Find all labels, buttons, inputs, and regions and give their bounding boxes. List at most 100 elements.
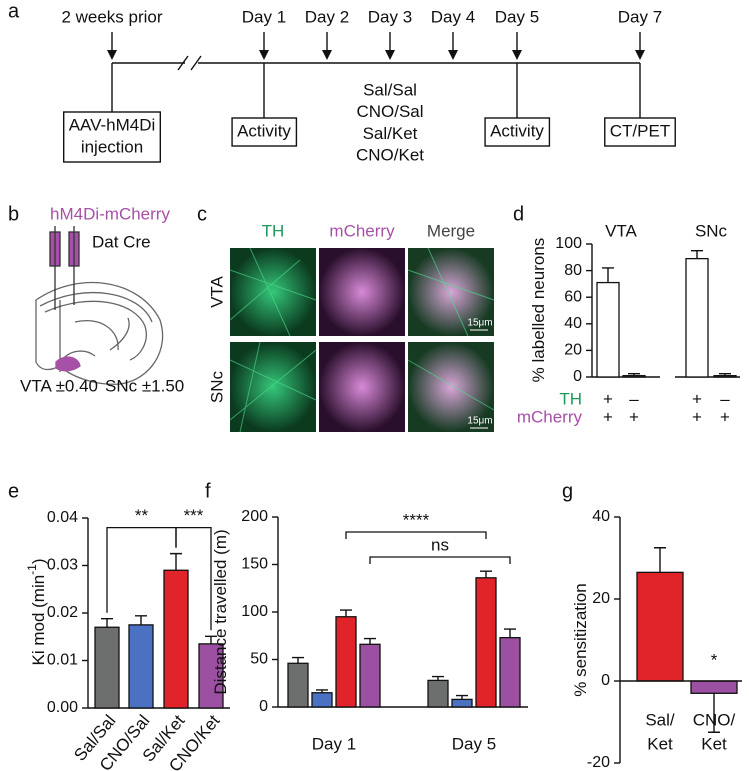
bar xyxy=(128,624,154,709)
time-label: Day 3 xyxy=(368,7,412,26)
error-bar xyxy=(364,637,376,645)
coordinate: VTA ±0.40 xyxy=(20,376,98,395)
event-box xyxy=(604,117,676,147)
error-bar xyxy=(205,635,217,644)
y-tick-label: 60 xyxy=(564,288,582,305)
bar xyxy=(427,679,449,708)
group-label: VTA xyxy=(605,221,637,240)
y-tick-label: 40 xyxy=(592,508,610,525)
column-label: TH xyxy=(262,221,285,240)
y-tick-label: 0.00 xyxy=(47,699,78,716)
y-axis-label-part: % sensitization xyxy=(571,583,590,696)
row-label: VTA xyxy=(207,275,226,307)
bar xyxy=(596,281,620,378)
error-bar xyxy=(504,628,516,638)
y-axis-label-part: % labelled neurons xyxy=(529,238,548,383)
group-label: CNO/Ket xyxy=(356,146,424,165)
bar xyxy=(335,616,357,708)
time-label: 2 weeks prior xyxy=(61,7,162,26)
x-tick-label: Ket xyxy=(701,734,727,753)
y-tick-label: 0.03 xyxy=(47,557,78,574)
bar xyxy=(499,637,521,708)
significance-bracket xyxy=(345,531,487,539)
error-bar xyxy=(708,693,720,733)
y-tick-label: 50 xyxy=(250,651,268,668)
event-box xyxy=(62,111,162,163)
x-tick-label: Day 5 xyxy=(452,734,496,753)
group-label: SNc xyxy=(695,221,728,240)
marker-sign: – xyxy=(629,389,639,408)
y-tick-label: 20 xyxy=(564,342,582,359)
y-axis-label-part: Distance travelled (m) xyxy=(211,529,230,694)
micrographs xyxy=(229,247,495,433)
row-label: SNc xyxy=(207,370,226,403)
y-tick-label: 80 xyxy=(564,262,582,279)
box-text: AAV-hM4Di xyxy=(69,115,156,134)
significance-label: * xyxy=(711,650,718,669)
y-tick-label: 0 xyxy=(601,672,610,689)
box-text: Activity xyxy=(237,121,291,140)
significance-bracket xyxy=(175,526,212,631)
group-label: CNO/Sal xyxy=(356,102,423,121)
event-box xyxy=(231,117,298,147)
y-tick-label: 200 xyxy=(241,508,268,525)
marker-sign: + xyxy=(692,407,702,426)
bar xyxy=(475,577,497,708)
bar xyxy=(636,571,684,682)
panel-label: f xyxy=(205,480,211,502)
error-bar xyxy=(101,618,113,628)
error-bar xyxy=(292,656,304,664)
y-axis-label: % labelled neurons xyxy=(529,238,548,383)
arrow-head xyxy=(259,50,269,60)
x-tick-label: CNO/ xyxy=(693,710,736,729)
column-label: Merge xyxy=(427,221,475,240)
time-label: Day 5 xyxy=(495,7,539,26)
panel-label: e xyxy=(8,480,19,502)
bar xyxy=(198,643,224,709)
box-text: CT/PET xyxy=(610,121,670,140)
y-axis-label-part: Ki mod (min xyxy=(29,575,48,666)
significance-label: ns xyxy=(431,535,449,554)
scale-bar-label: 15μm xyxy=(467,318,492,329)
time-label: Day 4 xyxy=(431,7,475,26)
panel-label: g xyxy=(562,480,573,502)
mouse-line: Dat Cre xyxy=(92,232,151,251)
significance-label: *** xyxy=(184,506,204,525)
marker-sign: + xyxy=(692,389,702,408)
error-bar xyxy=(340,609,352,617)
error-bar xyxy=(691,249,703,259)
panel-label: c xyxy=(197,203,207,225)
panel-label: d xyxy=(513,203,524,225)
panel-label: a xyxy=(8,0,20,22)
y-tick-label: 100 xyxy=(555,235,582,252)
significance-label: **** xyxy=(403,510,430,529)
panel-label: b xyxy=(8,203,19,225)
bar xyxy=(287,662,309,708)
x-tick-label: Sal/ xyxy=(645,710,675,729)
significance-label: ** xyxy=(135,506,149,525)
arrow-head xyxy=(635,50,645,60)
group-label: Sal/Sal xyxy=(363,80,417,99)
marker-name: mCherry xyxy=(517,407,583,426)
group-label: Sal/Ket xyxy=(363,124,418,143)
marker-name: TH xyxy=(559,389,582,408)
error-bar xyxy=(654,547,666,573)
event-box xyxy=(484,117,551,147)
time-label: Day 2 xyxy=(305,7,349,26)
y-tick-label: 150 xyxy=(241,556,268,573)
y-axis-label: Ki mod (min-1) xyxy=(25,558,48,665)
y-axis-label-part: -1 xyxy=(25,564,39,575)
brain-diagram xyxy=(35,226,164,385)
box-text: injection xyxy=(81,137,143,156)
bar xyxy=(622,375,646,378)
arrow-head xyxy=(385,50,395,60)
y-axis-label: Distance travelled (m) xyxy=(211,529,230,694)
column-label: mCherry xyxy=(329,221,395,240)
bar xyxy=(713,375,737,378)
y-tick-label: 0 xyxy=(259,698,268,715)
x-tick-label: Day 1 xyxy=(312,734,356,753)
y-axis-label: % sensitization xyxy=(571,583,590,696)
marker-sign: + xyxy=(629,407,639,426)
bar xyxy=(94,626,120,709)
bar xyxy=(451,698,473,708)
